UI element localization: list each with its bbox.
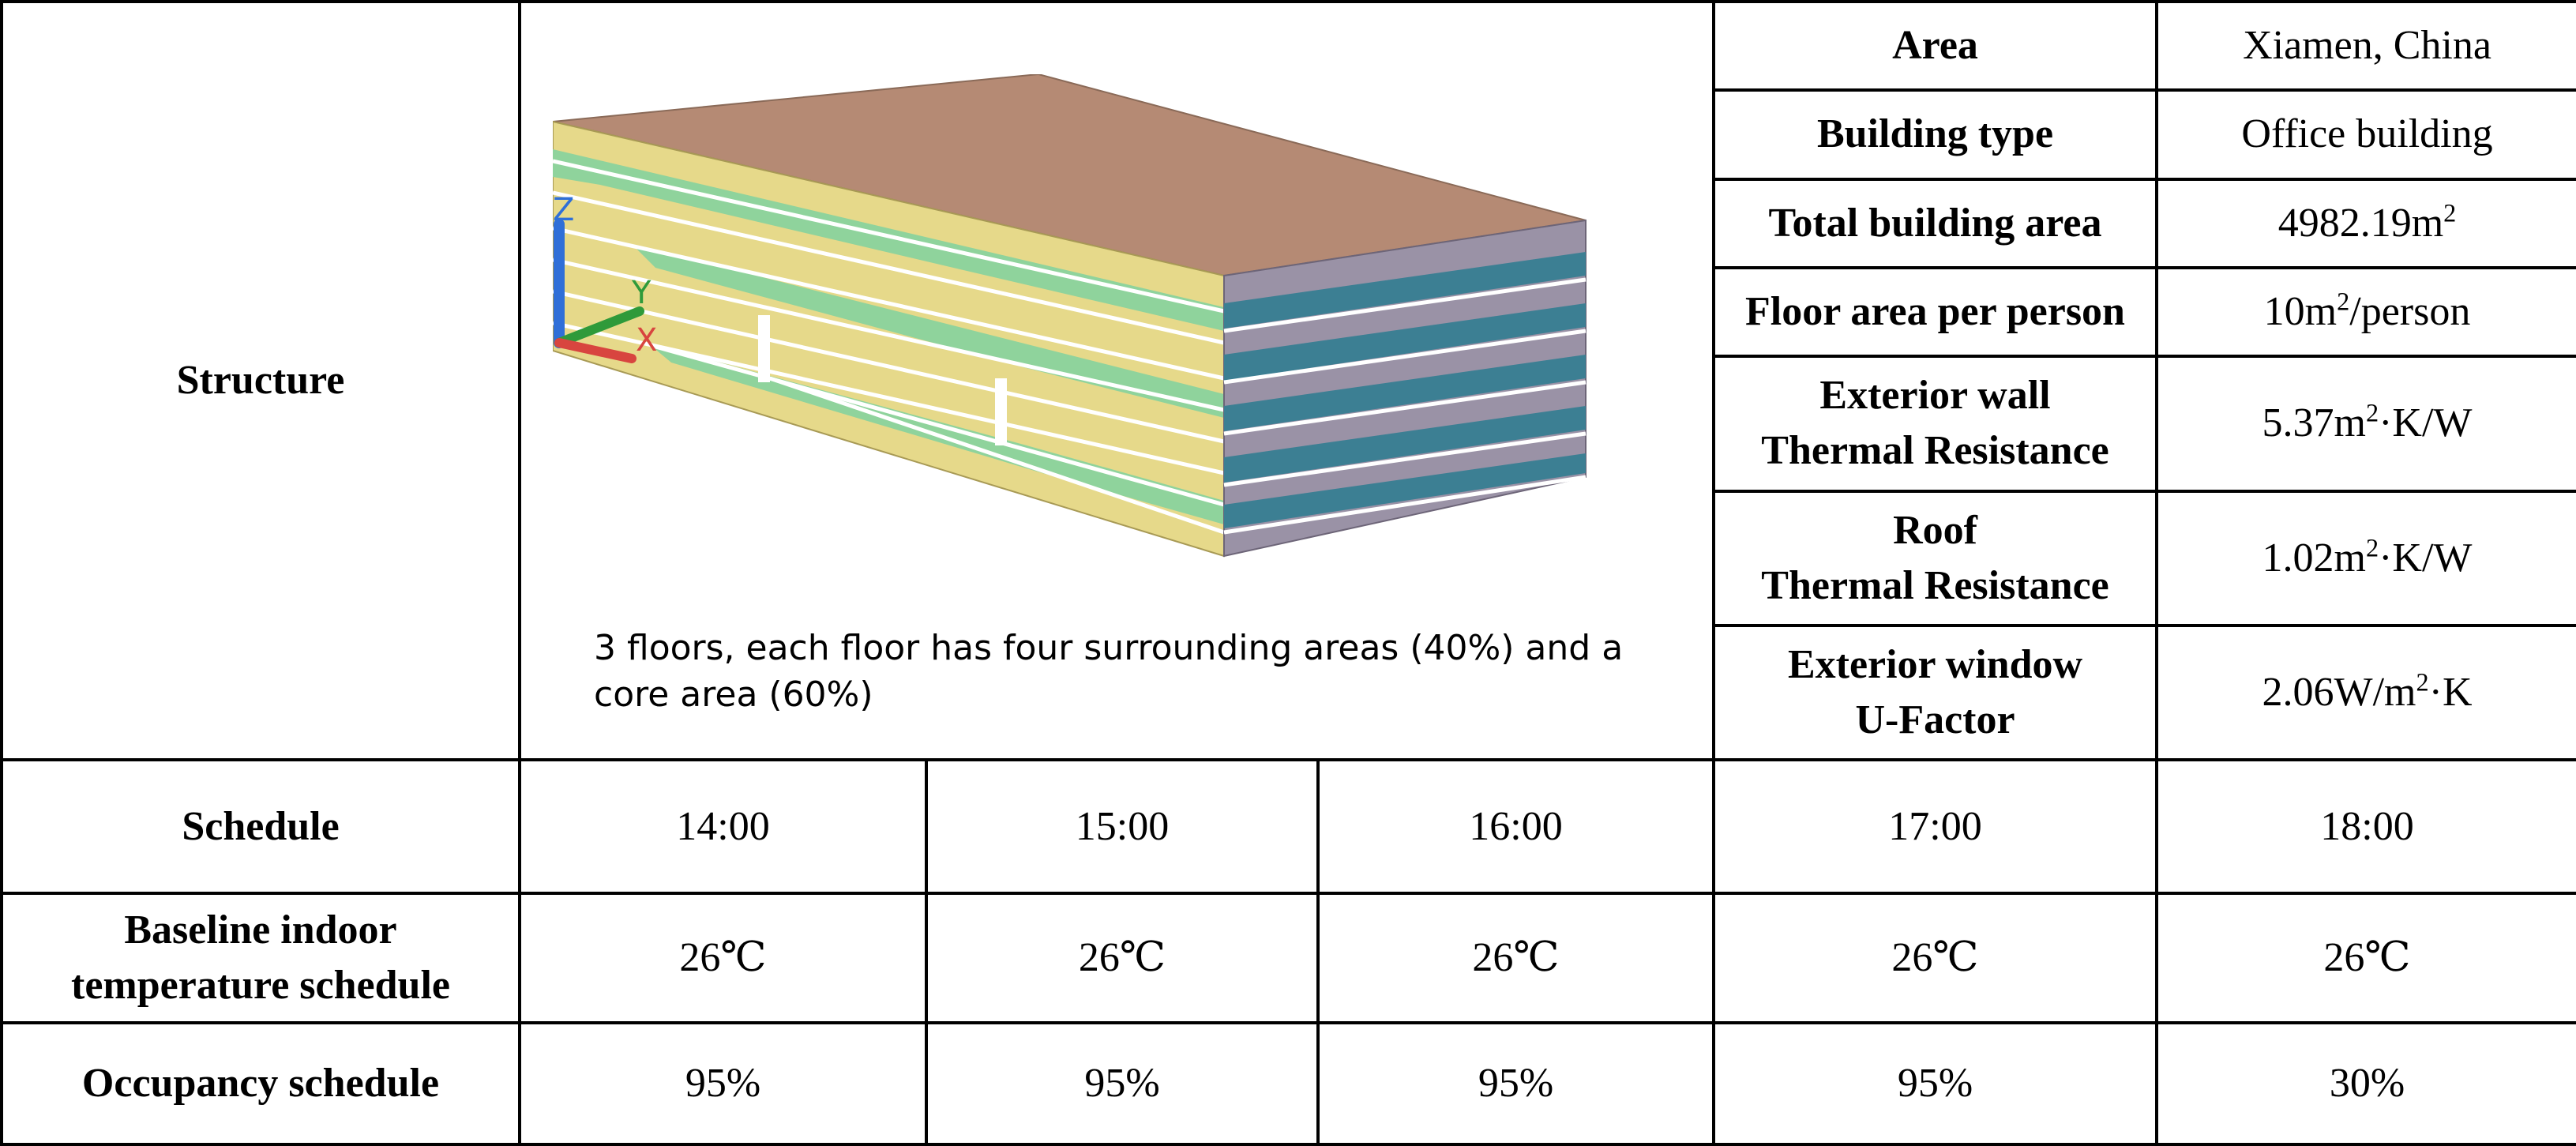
schedule-value: 95% <box>1712 1021 2159 1146</box>
table-row: Exterior wall Thermal Resistance 5.37m2·K… <box>2 355 2576 493</box>
table-row: Exterior window U-Factor 2.06W/m2·K <box>2 623 2576 762</box>
property-label: Total building area <box>1712 177 2159 269</box>
property-label: Floor area per person <box>1712 265 2159 359</box>
table-row: Building type Office building <box>2 88 2576 181</box>
schedule-time: 18:00 <box>2155 758 2576 895</box>
property-label: Roof Thermal Resistance <box>1712 489 2159 628</box>
table-row: Total building area 4982.19m2 <box>2 177 2576 269</box>
schedule-header-row: Schedule 14:00 15:00 16:00 17:00 18:00 <box>0 758 2576 895</box>
table-row: Baseline indoor temperature schedule 26℃ … <box>0 891 2576 1025</box>
schedule-row-label: Occupancy schedule <box>0 1021 521 1146</box>
front-floor-lines <box>553 159 1225 535</box>
schedule-value: 26℃ <box>1712 891 2159 1025</box>
schedule-value: 26℃ <box>2155 891 2576 1025</box>
property-value: Xiamen, China <box>2155 0 2576 92</box>
structure-label: Structure <box>0 0 521 762</box>
side-floor-lines <box>1223 277 1587 535</box>
schedule-value: 30% <box>2155 1021 2576 1146</box>
property-value: Office building <box>2155 88 2576 181</box>
front-bottom-notch-1 <box>758 315 770 382</box>
schedule-value: 26℃ <box>925 891 1320 1025</box>
structure-caption: 3 floors, each floor has four surroundin… <box>594 628 1624 715</box>
property-label: Area <box>1712 0 2159 92</box>
building-model-image: Z Y X <box>553 74 1587 558</box>
property-value: 1.02m2·K/W <box>2155 489 2576 628</box>
property-value: 4982.19m2 <box>2155 177 2576 269</box>
schedule-time: 15:00 <box>925 758 1320 895</box>
front-green-band-2 <box>632 244 1224 418</box>
schedule-time: 17:00 <box>1712 758 2159 895</box>
property-label: Building type <box>1712 88 2159 181</box>
schedule-row-label: Baseline indoor temperature schedule <box>0 891 521 1025</box>
axis-label-z: Z <box>553 192 574 228</box>
schedule-value: 26℃ <box>518 891 928 1025</box>
table-row: Structure <box>0 0 2576 762</box>
schedule-time: 14:00 <box>518 758 928 895</box>
property-label: Exterior wall Thermal Resistance <box>1712 355 2159 493</box>
axis-label-y: Y <box>631 275 652 311</box>
schedule-value: 95% <box>518 1021 928 1146</box>
property-value: 5.37m2·K/W <box>2155 355 2576 493</box>
schedule-time: 16:00 <box>1316 758 1716 895</box>
schedule-value: 95% <box>925 1021 1320 1146</box>
front-green-band-1 <box>553 149 1224 331</box>
schedule-value: 95% <box>1316 1021 1716 1146</box>
side-blue-bands <box>1224 252 1586 528</box>
table-row: Roof Thermal Resistance 1.02m2·K/W <box>2 489 2576 628</box>
front-bottom-notch-2 <box>995 378 1007 445</box>
property-label: Exterior window U-Factor <box>1712 623 2159 762</box>
table-row: Occupancy schedule 95% 95% 95% 95% 30% <box>0 1021 2576 1146</box>
property-value: 2.06W/m2·K <box>2155 623 2576 762</box>
property-value: 10m2/person <box>2155 265 2576 359</box>
schedule-label: Schedule <box>0 758 521 895</box>
table-row: Floor area per person 10m2/person <box>2 265 2576 359</box>
axis-triad <box>554 219 644 363</box>
axis-label-x: X <box>636 322 657 359</box>
structure-cell: Z Y X 3 floors, each floor has four surr… <box>517 0 1716 762</box>
schedule-value: 26℃ <box>1316 891 1716 1025</box>
